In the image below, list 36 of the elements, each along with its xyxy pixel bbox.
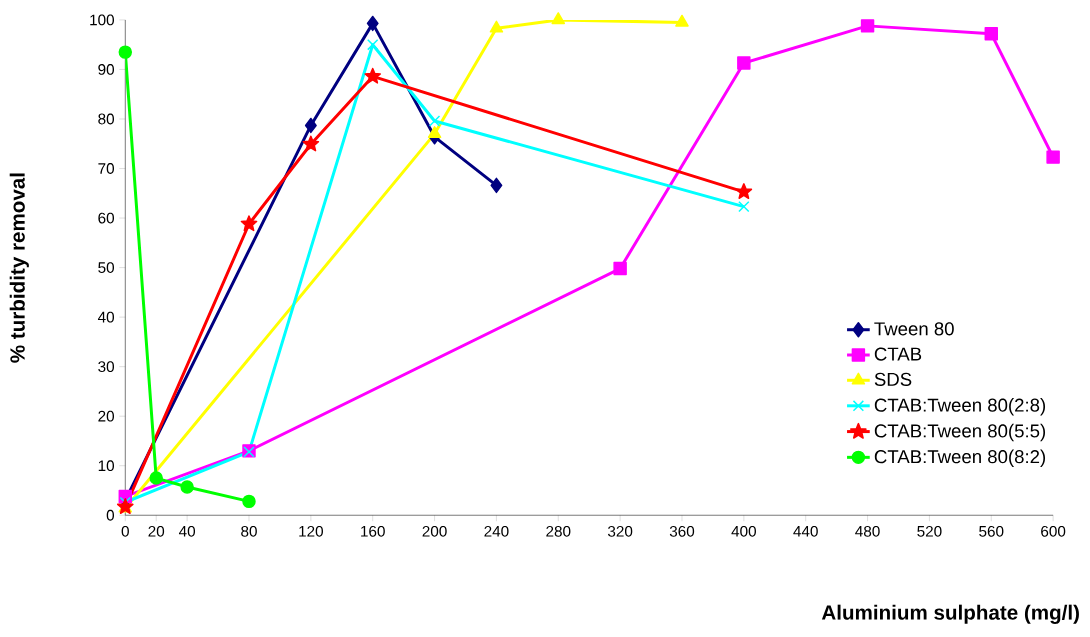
x-tick-label: 0 [121, 526, 129, 537]
x-tick-label: 400 [731, 526, 756, 537]
legend-label: CTAB [874, 347, 922, 361]
x-tick-label: 600 [1041, 526, 1066, 537]
x-tick-label: 20 [148, 526, 165, 537]
y-tick-label: 0 [106, 509, 115, 521]
x-tick-label: 280 [546, 526, 571, 537]
legend-label: SDS [874, 372, 912, 387]
y-tick-label: 50 [98, 262, 115, 274]
x-tick-label: 40 [179, 526, 196, 537]
x-tick-label: 360 [669, 526, 695, 537]
x-tick-label: 320 [607, 526, 633, 537]
x-tick-label: 160 [361, 526, 385, 537]
y-tick-label: 90 [98, 64, 115, 75]
legend-label: Tween 80 [874, 322, 954, 336]
x-tick-label: 520 [917, 526, 942, 537]
y-tick-label: 10 [98, 460, 115, 472]
x-tick-label: 240 [484, 526, 509, 537]
x-tick-label: 80 [241, 526, 257, 537]
x-tick-label: 560 [979, 526, 1004, 537]
x-tick-label: 440 [793, 526, 818, 537]
y-tick-label: 60 [98, 212, 115, 224]
y-tick-label: 20 [98, 410, 115, 422]
y-axis-title: % turbidity removal [9, 173, 29, 363]
x-tick-label: 480 [855, 526, 880, 537]
y-tick-label: 100 [90, 14, 115, 26]
x-tick-label: 120 [299, 526, 323, 537]
x-axis-title: Aluminium sulphate (mg/l) [821, 604, 1079, 625]
legend-label: CTAB:Tween 80(8:2) [874, 449, 1046, 468]
legend-label: CTAB:Tween 80(5:5) [874, 423, 1046, 442]
legend-label: CTAB:Tween 80(2:8) [874, 398, 1046, 416]
y-tick-label: 80 [98, 113, 115, 125]
y-tick-label: 40 [97, 311, 115, 323]
y-tick-label: 30 [98, 361, 115, 373]
y-tick-label: 70 [98, 163, 115, 175]
x-tick-label: 200 [422, 526, 447, 537]
